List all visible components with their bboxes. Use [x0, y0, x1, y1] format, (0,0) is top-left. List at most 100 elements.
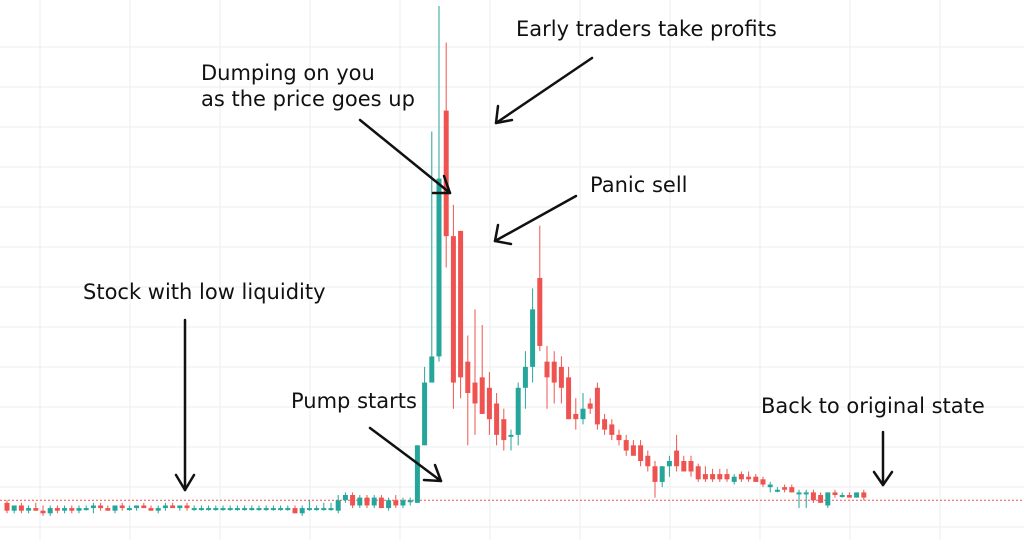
candle-body-up	[407, 500, 413, 503]
candle-body-up	[342, 495, 348, 501]
candle	[501, 408, 507, 451]
candle	[69, 505, 75, 514]
candle	[105, 505, 111, 511]
candle-body-up	[155, 508, 161, 511]
candle-body-down	[710, 474, 716, 480]
candle	[213, 505, 219, 511]
candle	[861, 489, 867, 501]
candle	[270, 505, 276, 511]
candle-body-down	[789, 487, 795, 493]
candle	[285, 505, 291, 511]
candle	[818, 492, 824, 503]
candle	[321, 502, 327, 511]
label-pump-starts: Pump starts	[291, 389, 417, 413]
candle-body-up	[335, 500, 341, 511]
candle	[803, 489, 809, 509]
annotations	[174, 56, 894, 492]
candle-body-up	[213, 508, 219, 511]
candle	[198, 505, 204, 511]
candle	[472, 309, 478, 435]
candle-body-up	[530, 309, 536, 367]
candle	[659, 466, 665, 488]
candle	[494, 393, 500, 446]
candle	[206, 505, 212, 511]
candle-body-down	[494, 403, 500, 435]
candle-body-up	[47, 508, 53, 514]
candle-body-up	[26, 508, 32, 511]
candle-body-up	[220, 508, 226, 511]
candle	[738, 471, 744, 482]
candle-body-up	[321, 508, 327, 511]
candle-body-up	[83, 508, 89, 511]
candle-body-down	[378, 497, 384, 509]
candle-body-up	[90, 505, 96, 509]
candle	[393, 495, 399, 509]
candle-body-up	[659, 466, 665, 482]
candle	[731, 474, 737, 485]
candle	[717, 468, 723, 482]
candle	[810, 489, 816, 503]
candle-body-down	[551, 361, 557, 383]
candle	[746, 471, 752, 482]
candle	[227, 505, 233, 511]
candle	[537, 225, 543, 352]
candle	[602, 413, 608, 435]
candle-body-up	[206, 508, 212, 511]
candle	[645, 450, 651, 472]
candle-body-down	[148, 508, 154, 511]
candle-body-down	[623, 440, 629, 451]
candle	[234, 505, 240, 511]
candle	[681, 455, 687, 472]
candle-body-down	[702, 474, 708, 480]
candle	[249, 505, 255, 511]
candle-body-down	[450, 236, 456, 383]
candle	[753, 474, 759, 482]
candle	[422, 366, 428, 446]
candle-body-down	[292, 508, 298, 514]
candle-body-up	[767, 484, 773, 488]
candle	[515, 382, 521, 446]
candle	[702, 466, 708, 482]
candle-body-up	[371, 497, 377, 506]
candle	[429, 131, 435, 383]
candle-body-down	[846, 495, 852, 498]
candle	[54, 505, 60, 514]
candle	[119, 502, 125, 511]
candle-body-down	[616, 434, 622, 441]
candle-body-up	[508, 434, 514, 437]
candles	[4, 6, 867, 516]
candle	[558, 356, 564, 404]
candle-body-down	[594, 387, 600, 425]
candle	[760, 476, 766, 488]
candle	[155, 505, 161, 514]
candle-body-up	[234, 508, 240, 511]
candle-body-down	[674, 450, 680, 467]
candle-body-down	[544, 361, 550, 378]
candle	[184, 502, 190, 511]
candle	[666, 455, 672, 477]
candle-body-up	[256, 508, 262, 511]
candle-body-up	[774, 489, 780, 492]
candle	[378, 495, 384, 509]
candle	[724, 468, 730, 482]
candle	[544, 345, 550, 409]
candle	[342, 492, 348, 503]
candle	[40, 505, 46, 516]
label-early-traders: Early traders take profits	[516, 17, 777, 41]
candle	[774, 487, 780, 493]
candle	[90, 502, 96, 514]
candle-body-up	[803, 492, 809, 495]
candle	[414, 445, 420, 503]
candle	[616, 429, 622, 446]
candle	[407, 497, 413, 506]
candle	[62, 505, 68, 514]
label-back-to-original: Back to original state	[761, 394, 985, 418]
candle	[83, 505, 89, 511]
candle	[112, 505, 118, 514]
candle	[832, 489, 838, 498]
candle	[688, 455, 694, 477]
candle-body-down	[760, 479, 766, 485]
candle-body-up	[414, 445, 420, 503]
candle	[371, 495, 377, 509]
candle-body-up	[422, 382, 428, 446]
